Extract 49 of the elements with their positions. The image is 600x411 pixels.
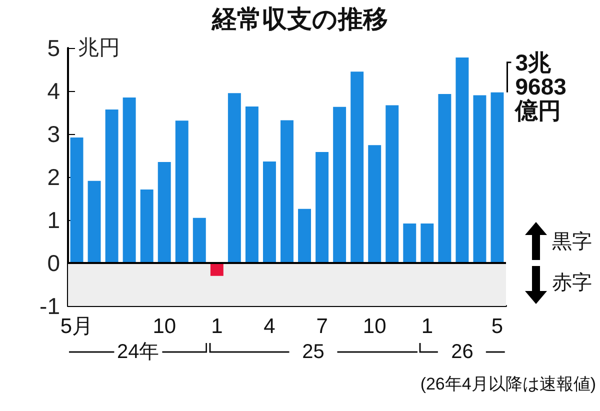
x-tick-label: 5月	[60, 315, 94, 338]
bar	[490, 92, 504, 263]
x-tick-label: 1	[421, 315, 434, 338]
bar	[70, 137, 84, 263]
annotation: 3兆 9683 億円	[514, 49, 566, 124]
y-tick-label: 0	[47, 250, 60, 276]
y-tick-label: 3	[47, 121, 60, 147]
bar	[122, 97, 136, 263]
x-tick-label: 4	[264, 315, 276, 338]
text: 24年	[116, 341, 160, 363]
x-tick-label: 7	[316, 315, 328, 338]
text: 黒字	[552, 230, 592, 253]
bar	[420, 223, 434, 263]
chart-title: 経常収支の推移	[211, 6, 388, 34]
y-tick-label: 4	[47, 78, 60, 104]
bar	[456, 57, 469, 263]
bar	[473, 95, 486, 263]
bar	[280, 120, 294, 263]
bar	[368, 145, 382, 263]
text: 25	[302, 341, 324, 363]
x-tick-label: 10	[152, 315, 176, 338]
bar	[105, 109, 118, 263]
bar	[140, 189, 154, 263]
bar	[350, 72, 364, 263]
text: (26年4月以降は速報値)	[420, 374, 596, 394]
y-tick-label: 2	[47, 164, 60, 190]
y-tick-label: 5	[47, 35, 60, 61]
bar	[245, 106, 258, 263]
x-tick-label: 10	[362, 315, 386, 338]
bar	[88, 180, 101, 263]
text: 赤字	[552, 271, 592, 294]
y-tick-label: 1	[47, 207, 60, 233]
bar	[333, 106, 346, 263]
x-tick-label: 1	[211, 315, 223, 338]
x-tick-label: 5	[491, 315, 504, 338]
bar	[210, 263, 224, 276]
text: 26	[451, 341, 474, 363]
y-tick-label: -1	[40, 293, 60, 319]
bar	[438, 94, 452, 263]
bar	[386, 105, 399, 263]
y-axis-title: 兆円	[78, 36, 120, 60]
bar	[298, 208, 311, 263]
bar	[175, 120, 188, 263]
bar	[403, 223, 416, 263]
bar	[316, 152, 329, 263]
bar	[158, 162, 171, 263]
bar	[263, 162, 276, 263]
bar	[228, 93, 241, 263]
bar	[192, 218, 206, 263]
